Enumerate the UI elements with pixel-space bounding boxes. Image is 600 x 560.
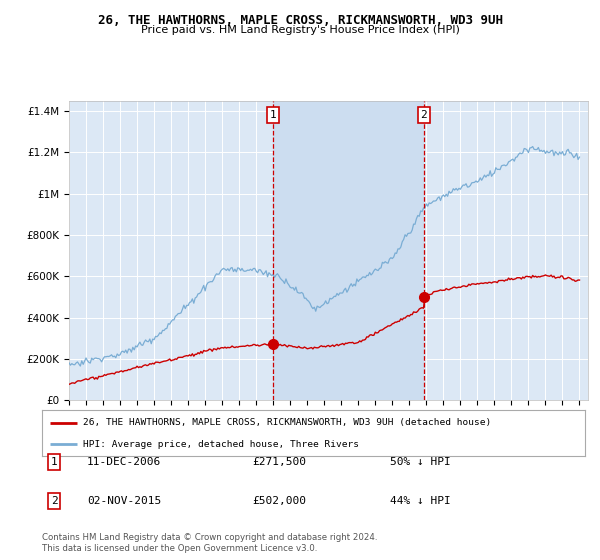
Text: 1: 1 (50, 457, 58, 467)
Text: 2: 2 (50, 496, 58, 506)
Text: 26, THE HAWTHORNS, MAPLE CROSS, RICKMANSWORTH, WD3 9UH (detached house): 26, THE HAWTHORNS, MAPLE CROSS, RICKMANS… (83, 418, 491, 427)
Text: 44% ↓ HPI: 44% ↓ HPI (390, 496, 451, 506)
Text: £271,500: £271,500 (252, 457, 306, 467)
Text: Price paid vs. HM Land Registry's House Price Index (HPI): Price paid vs. HM Land Registry's House … (140, 25, 460, 35)
Text: HPI: Average price, detached house, Three Rivers: HPI: Average price, detached house, Thre… (83, 440, 359, 449)
Text: 26, THE HAWTHORNS, MAPLE CROSS, RICKMANSWORTH, WD3 9UH: 26, THE HAWTHORNS, MAPLE CROSS, RICKMANS… (97, 14, 503, 27)
Text: 11-DEC-2006: 11-DEC-2006 (87, 457, 161, 467)
Text: This data is licensed under the Open Government Licence v3.0.: This data is licensed under the Open Gov… (42, 544, 317, 553)
Text: Contains HM Land Registry data © Crown copyright and database right 2024.: Contains HM Land Registry data © Crown c… (42, 533, 377, 542)
Text: £502,000: £502,000 (252, 496, 306, 506)
Bar (273, 101, 424, 400)
Text: 1: 1 (270, 110, 277, 120)
Text: 50% ↓ HPI: 50% ↓ HPI (390, 457, 451, 467)
Text: 2: 2 (421, 110, 427, 120)
Text: 02-NOV-2015: 02-NOV-2015 (87, 496, 161, 506)
